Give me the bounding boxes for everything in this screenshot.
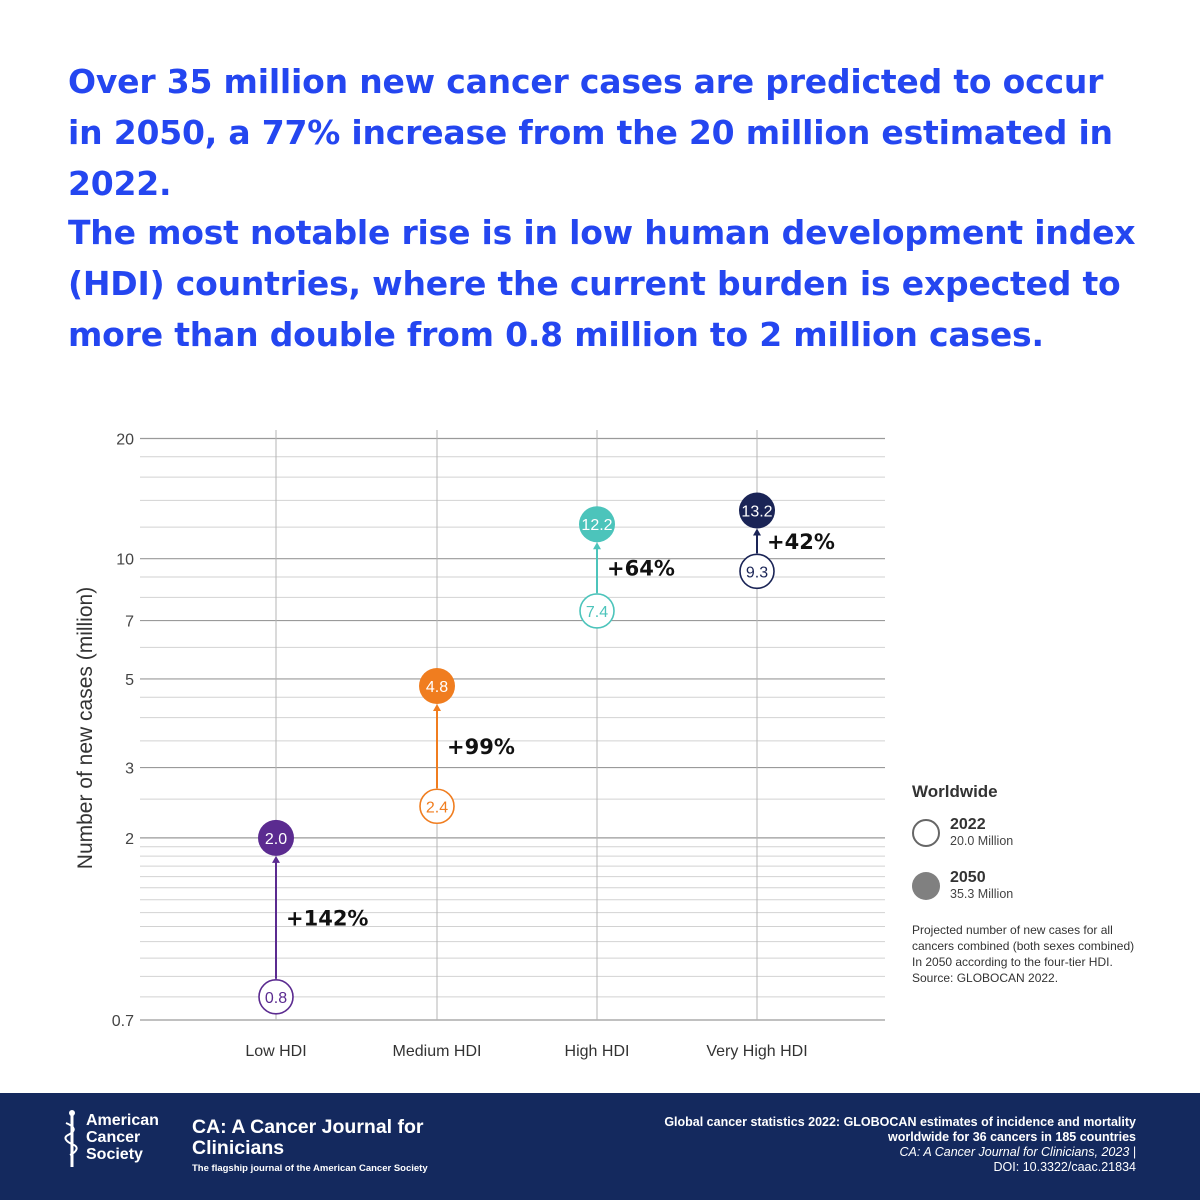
y-tick-label: 2 [125, 831, 134, 848]
point-2050 [579, 506, 615, 543]
data-label-2022: 9.3 [746, 564, 768, 581]
legend-item-2050: 2050 35.3 Million [912, 869, 1142, 902]
journal-title: CA: A Cancer Journal for Clinicians [192, 1116, 424, 1159]
point-2050 [739, 492, 775, 529]
y-tick-label: 5 [125, 672, 134, 689]
data-label-2022: 2.4 [426, 799, 448, 816]
point-2022 [258, 979, 294, 1015]
point-2022 [739, 553, 775, 590]
legend-total-2022: 20.0 Million [950, 834, 1014, 848]
arrow-head-icon [433, 704, 441, 712]
point-2050 [419, 668, 455, 705]
x-tick-label: Low HDI [245, 1043, 306, 1060]
headline-secondary: The most notable rise is in low human de… [68, 213, 1136, 354]
legend-total-2050: 35.3 Million [950, 887, 1014, 901]
citation-ref: CA: A Cancer Journal for Clinicians, 202… [899, 1145, 1136, 1159]
y-tick-label: 3 [125, 761, 134, 778]
point-2022 [579, 593, 615, 629]
point-2022 [419, 788, 455, 825]
data-label-2022: 7.4 [586, 604, 608, 621]
x-tick-label: Medium HDI [393, 1043, 482, 1060]
arrow-head-icon [593, 542, 601, 550]
citation-title: Global cancer statistics 2022: GLOBOCAN … [664, 1115, 1136, 1144]
journal-subtitle: The flagship journal of the American Can… [192, 1163, 428, 1174]
legend-item-2022: 2022 20.0 Million [912, 816, 1142, 849]
acs-logo: American Cancer Society [62, 1109, 176, 1169]
mark-layer: 0.8 2.0 +142% 2.4 4.8 +99% 7.4 12.2 +64% 9.3 13.2 +… [258, 492, 835, 1015]
axis-layer: 0.7 2 3 5 7 10 20 Low HDI Medium HDI High HDI Very… [112, 431, 808, 1060]
y-tick-label: 0.7 [112, 1013, 134, 1030]
y-tick-label: 10 [116, 552, 134, 569]
y-tick-label: 7 [125, 614, 134, 631]
acs-name: American Cancer Society [86, 1112, 159, 1163]
legend-title: Worldwide [912, 782, 998, 801]
journal-block: CA: A Cancer Journal for Clinicians The … [192, 1116, 432, 1175]
point-2050 [258, 819, 294, 856]
change-label: +142% [286, 906, 368, 930]
change-label: +64% [607, 557, 675, 581]
caduceus-icon [64, 1110, 78, 1167]
legend-note: Projected number of new cases for all ca… [912, 923, 1135, 985]
headline-primary: Over 35 million new cancer cases are pre… [68, 62, 1113, 203]
data-label-2050: 2.0 [265, 831, 287, 848]
y-axis-title: Number of new cases (million) [74, 587, 97, 869]
filled-circle-icon [912, 871, 940, 900]
arrow-head-icon [753, 528, 761, 536]
legend-year-2050: 2050 [950, 869, 986, 886]
legend-year-2022: 2022 [950, 816, 986, 833]
data-label-2050: 4.8 [426, 679, 448, 696]
citation-doi: DOI: 10.3322/caac.21834 [993, 1160, 1136, 1174]
hdi-cases-chart: 0.7 2 3 5 7 10 20 Low HDI Medium HDI High HDI Very… [74, 430, 885, 1060]
change-label: +42% [767, 530, 835, 554]
data-label-2022: 0.8 [265, 990, 287, 1007]
y-tick-label: 20 [116, 431, 134, 448]
data-label-2050: 12.2 [581, 517, 612, 534]
x-tick-label: Very High HDI [706, 1043, 807, 1060]
footer: American Cancer Society CA: A Cancer Jou… [0, 1093, 1200, 1200]
open-circle-icon [912, 818, 940, 847]
arrow-head-icon [272, 855, 280, 863]
grid-layer [140, 430, 885, 1021]
change-label: +99% [447, 735, 515, 759]
data-label-2050: 13.2 [741, 504, 772, 521]
legend: Worldwide 2022 20.0 Million 2050 35.3 Mi… [912, 782, 1142, 986]
x-tick-label: High HDI [565, 1043, 630, 1060]
citation: Global cancer statistics 2022: GLOBOCAN … [656, 1115, 1136, 1175]
